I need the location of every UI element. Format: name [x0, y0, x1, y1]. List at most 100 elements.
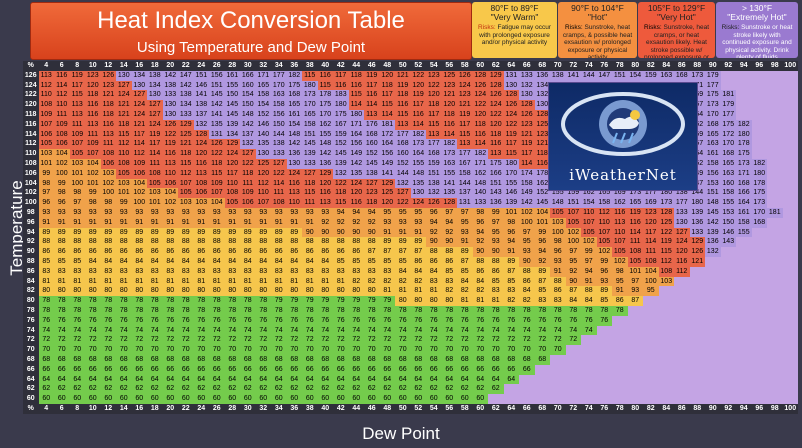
- table-cell: 123: [519, 119, 535, 130]
- table-cell: 118: [426, 100, 442, 110]
- table-cell: 96: [534, 237, 550, 248]
- column-header: 60: [472, 61, 488, 71]
- table-cell: 70: [271, 345, 287, 355]
- table-cell: 156: [379, 149, 395, 159]
- table-cell: [612, 364, 628, 375]
- column-header: 10: [85, 61, 101, 71]
- column-header: 92: [720, 403, 736, 414]
- row-header: 62: [23, 384, 39, 395]
- table-cell: 85: [379, 256, 395, 267]
- dew-point-axis-label: Dew Point: [362, 424, 440, 443]
- table-cell: [782, 266, 798, 277]
- table-cell: 74: [550, 325, 566, 336]
- table-cell: 68: [69, 354, 85, 365]
- table-cell: 101: [69, 168, 85, 179]
- table-cell: 76: [271, 315, 287, 326]
- table-cell: 118: [379, 80, 395, 91]
- table-cell: 89: [240, 227, 256, 238]
- table-cell: 134: [224, 129, 240, 140]
- table-cell: 86: [38, 247, 54, 257]
- table-cell: 91: [255, 217, 271, 228]
- table-cell: 93: [271, 207, 287, 218]
- table-cell: [751, 247, 767, 257]
- table-cell: 91: [193, 217, 209, 228]
- table-cell: 144: [271, 129, 287, 140]
- table-cell: 120: [441, 100, 457, 110]
- table-cell: 138: [271, 139, 287, 150]
- table-cell: 60: [100, 394, 116, 404]
- table-cell: 178: [751, 178, 767, 189]
- table-cell: 112: [38, 80, 54, 91]
- table-cell: [627, 374, 643, 385]
- table-cell: [674, 354, 690, 365]
- table-cell: 102: [162, 198, 178, 208]
- table-cell: 182: [286, 70, 302, 81]
- legend-extremely-hot: > 130°F "Extremely Hot" Risks: Sunstroke…: [716, 2, 798, 58]
- table-cell: 78: [116, 305, 132, 316]
- table-cell: 72: [38, 335, 54, 346]
- table-cell: 111: [643, 247, 659, 257]
- table-cell: 132: [426, 188, 442, 199]
- table-cell: [782, 276, 798, 287]
- table-cell: 114: [379, 109, 395, 120]
- table-cell: 83: [534, 296, 550, 306]
- table-cell: 123: [534, 129, 550, 140]
- column-header: 46: [364, 403, 380, 414]
- table-cell: 64: [317, 374, 333, 385]
- table-cell: 60: [224, 394, 240, 404]
- table-cell: 70: [240, 345, 256, 355]
- table-cell: 92: [426, 227, 442, 238]
- table-cell: 96: [54, 198, 70, 208]
- table-cell: 70: [100, 345, 116, 355]
- table-cell: 78: [116, 296, 132, 306]
- row-header: 76: [23, 315, 39, 326]
- heat-index-table: % 4 6 8 10 12 14 16 18 20 22 24 26 28 30 32 34 36 38 40 42 44…: [23, 61, 798, 414]
- table-cell: 74: [116, 325, 132, 336]
- table-cell: [736, 80, 752, 91]
- column-header: 50: [395, 403, 411, 414]
- table-cell: 68: [100, 354, 116, 365]
- table-cell: 62: [457, 384, 473, 395]
- table-cell: 124: [147, 119, 163, 130]
- table-cell: 91: [100, 217, 116, 228]
- table-cell: 81: [488, 296, 504, 306]
- table-cell: 89: [224, 227, 240, 238]
- table-cell: 81: [131, 276, 147, 287]
- legend-name: "Very Hot": [657, 12, 696, 22]
- column-header: 54: [426, 403, 442, 414]
- column-header: 78: [612, 61, 628, 71]
- table-cell: [767, 276, 783, 287]
- table-cell: [596, 345, 612, 355]
- table-cell: 94: [364, 207, 380, 218]
- table-cell: 78: [457, 305, 473, 316]
- table-cell: 170: [705, 109, 721, 120]
- table-cell: [503, 394, 519, 404]
- table-cell: [689, 335, 705, 346]
- table-cell: [658, 286, 674, 297]
- table-cell: 64: [54, 374, 70, 385]
- table-cell: 101: [534, 217, 550, 228]
- table-cell: 175: [720, 119, 736, 130]
- table-cell: 72: [100, 335, 116, 346]
- table-cell: 140: [472, 188, 488, 199]
- column-header: 10: [85, 403, 101, 414]
- table-cell: 169: [643, 198, 659, 208]
- table-cell: 102: [565, 227, 581, 238]
- table-cell: [705, 315, 721, 326]
- table-cell: 84: [116, 256, 132, 267]
- table-cell: 81: [209, 276, 225, 287]
- table-cell: [596, 325, 612, 336]
- table-cell: 83: [240, 266, 256, 277]
- table-cell: 72: [565, 335, 581, 346]
- table-cell: 87: [364, 247, 380, 257]
- table-cell: 118: [178, 149, 194, 159]
- table-cell: 183: [333, 90, 349, 101]
- table-cell: 120: [85, 80, 101, 91]
- column-header: 94: [736, 403, 752, 414]
- column-header: 86: [674, 61, 690, 71]
- table-cell: 124: [472, 90, 488, 101]
- table-cell: 136: [286, 149, 302, 159]
- table-cell: 87: [395, 247, 411, 257]
- table-cell: 90: [472, 247, 488, 257]
- table-cell: 70: [457, 345, 473, 355]
